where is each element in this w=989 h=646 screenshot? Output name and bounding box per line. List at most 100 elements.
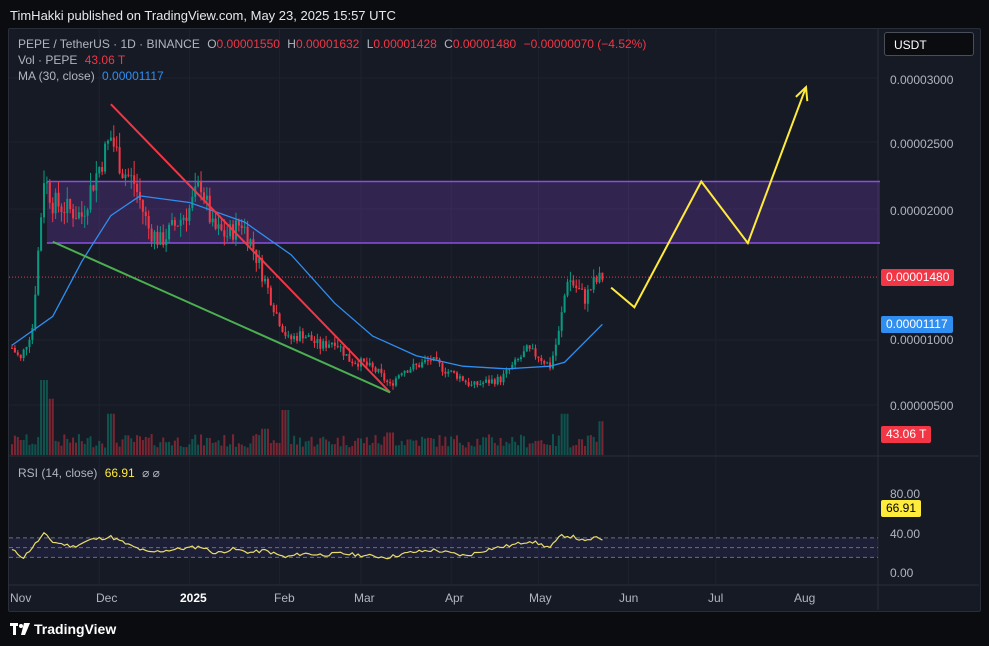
tradingview-logo[interactable]: TradingView	[10, 621, 116, 637]
volume-bar	[453, 439, 456, 455]
volume-bar	[287, 410, 290, 455]
volume-bar	[380, 444, 383, 455]
volume-bar	[138, 436, 141, 455]
volume-bar	[25, 434, 28, 455]
candle-body	[272, 305, 275, 313]
volume-bar	[13, 435, 16, 455]
x-tick-label: Feb	[274, 591, 295, 605]
candle-body	[319, 339, 322, 349]
volume-bar	[444, 436, 447, 455]
candle-body	[124, 174, 127, 179]
volume-bar	[583, 445, 586, 455]
candle-body	[10, 347, 14, 349]
x-tick-label: Jul	[708, 591, 724, 605]
volume-bar	[243, 446, 246, 455]
candle-body	[284, 331, 287, 336]
candle-body	[453, 370, 456, 373]
rsi-tick-label: 0.00	[890, 566, 914, 580]
candle-body	[42, 183, 46, 218]
candle-body	[57, 192, 60, 207]
candle-body	[101, 167, 104, 172]
volume-bar	[165, 442, 168, 455]
volume-bar	[458, 442, 461, 455]
volume-bar	[301, 446, 304, 455]
volume-bar	[447, 446, 450, 455]
candle-body	[243, 226, 246, 228]
candle-body	[159, 232, 162, 245]
volume-bar	[264, 428, 267, 455]
volume-bar	[118, 446, 121, 455]
volume-bar	[554, 445, 557, 455]
volume-bar	[42, 380, 46, 455]
candle-body	[176, 225, 179, 227]
candle-body	[168, 224, 171, 240]
volume-bar	[188, 444, 191, 455]
candle-body	[202, 192, 205, 200]
volume-bar	[162, 437, 165, 455]
candle-body	[304, 336, 307, 339]
volume-bar	[589, 435, 592, 455]
volume-bar	[566, 413, 569, 455]
volume-bar	[330, 444, 333, 455]
candle-body	[191, 196, 194, 209]
candle-body	[554, 344, 557, 356]
candle-body	[447, 371, 450, 374]
symbol-label[interactable]: PEPE / TetherUS · 1D · BINANCE	[18, 37, 200, 51]
volume-bar	[438, 435, 441, 455]
candle-body	[470, 384, 473, 386]
ma-label[interactable]: MA (30, close)	[18, 69, 95, 83]
volume-bar	[511, 436, 514, 455]
candle-body	[383, 373, 386, 381]
candle-body	[336, 345, 339, 347]
candle-body	[252, 239, 255, 250]
volume-bar	[217, 440, 220, 455]
candle-body	[80, 212, 83, 217]
candle-body	[147, 216, 150, 229]
candle-body	[490, 379, 493, 384]
volume-label[interactable]: Vol · PEPE	[18, 53, 78, 67]
x-tick-label: May	[529, 591, 552, 605]
volume-bar	[540, 440, 543, 455]
volume-bar	[22, 440, 25, 455]
candle-body	[450, 370, 453, 372]
volume-bar	[394, 445, 397, 455]
candle-body	[313, 340, 316, 344]
volume-bar	[208, 437, 211, 455]
candle-body	[496, 376, 499, 385]
candle-body	[127, 174, 130, 176]
rsi-settings-icons[interactable]: ⌀ ⌀	[142, 466, 160, 480]
projection-arrowhead	[795, 85, 809, 102]
candle-body	[581, 288, 584, 290]
y-tick-label: 0.00003000	[890, 73, 954, 87]
volume-bar	[354, 440, 357, 455]
volume-bar	[232, 434, 235, 455]
volume-bar	[336, 437, 339, 455]
candle-body	[357, 363, 360, 367]
currency-button[interactable]: USDT	[884, 32, 974, 56]
volume-bar	[502, 445, 505, 455]
candle-body	[549, 362, 552, 369]
chart-panel[interactable]	[8, 28, 981, 612]
volume-bar	[316, 444, 319, 455]
volume-bar	[141, 440, 144, 455]
volume-bar	[549, 445, 552, 455]
candle-body	[487, 379, 490, 384]
rsi-label[interactable]: RSI (14, close)	[18, 466, 98, 480]
candle-body	[205, 195, 208, 200]
volume-bar	[237, 443, 240, 455]
candle-body	[200, 181, 203, 193]
candle-body	[118, 147, 121, 174]
candle-body	[310, 335, 313, 341]
candle-body	[179, 219, 182, 226]
candle-body	[34, 294, 37, 328]
volume-bar	[51, 398, 54, 455]
volume-bar	[389, 432, 392, 455]
volume-bar	[293, 435, 296, 455]
candle-body	[220, 224, 223, 231]
volume-bar	[16, 436, 19, 455]
volume-bar	[307, 440, 310, 455]
volume-bar	[80, 441, 83, 455]
candle-body	[423, 360, 427, 363]
candle-body	[211, 218, 214, 223]
